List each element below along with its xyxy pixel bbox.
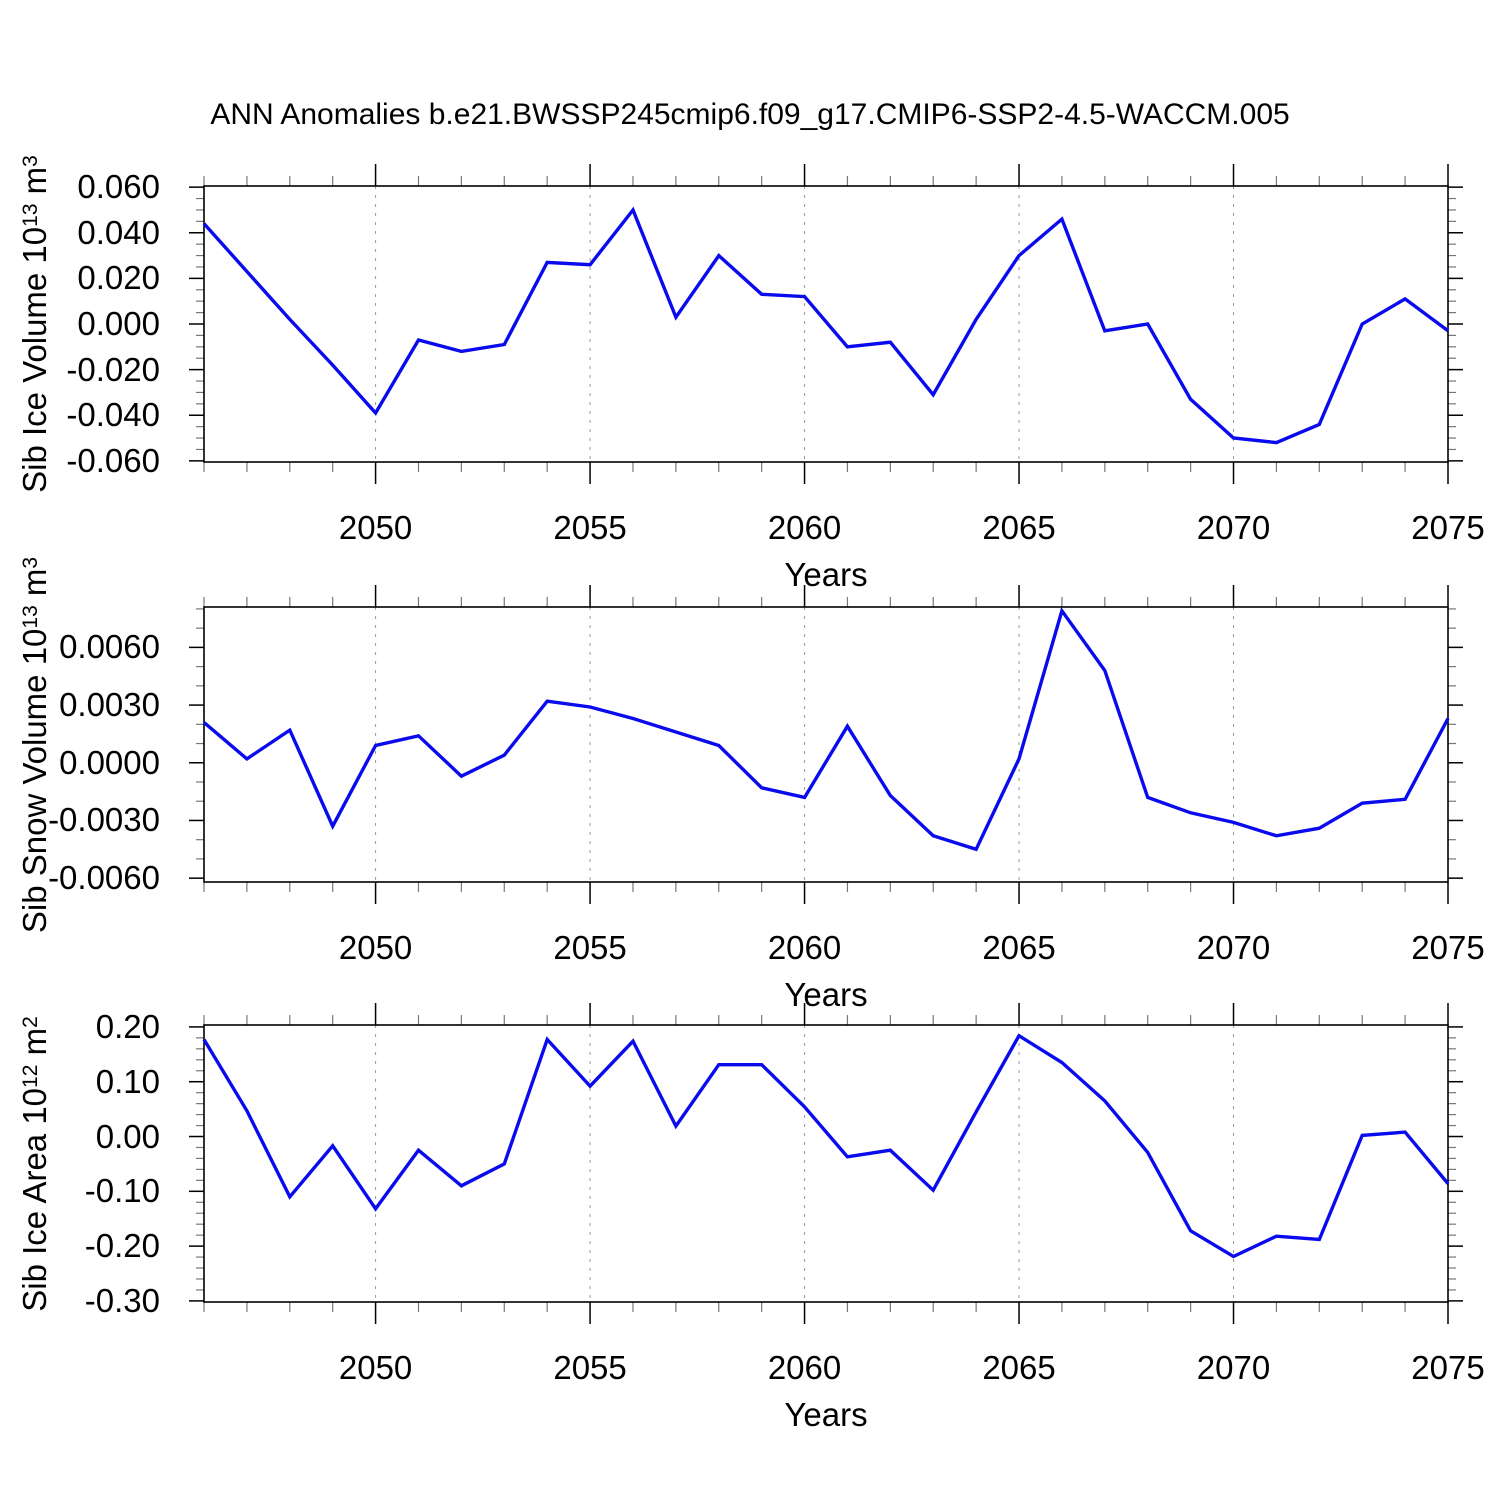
x-tick-label: 2060 (767, 1349, 842, 1386)
y-tick-label: -0.060 (66, 441, 160, 479)
x-tick-label: 2070 (1196, 929, 1271, 966)
y-tick-label: 0.20 (95, 1007, 160, 1045)
y-tick-label: 0.0060 (59, 628, 160, 666)
y-tick-label: 0.0000 (59, 743, 160, 781)
chart-title: ANN Anomalies b.e21.BWSSP245cmip6.f09_g1… (210, 98, 1290, 131)
y-axis-title-exponent: 13 (19, 604, 42, 629)
plot-area (189, 164, 1463, 484)
x-axis-title: Years (784, 976, 868, 1013)
plot-area (189, 585, 1463, 904)
x-tick-label: 2050 (338, 509, 413, 546)
x-tick-label: 2050 (338, 1349, 413, 1386)
x-tick-label: 2070 (1196, 509, 1271, 546)
plot-area (189, 1003, 1463, 1324)
x-tick-label: 2065 (982, 1349, 1056, 1386)
x-tick-label: 2075 (1411, 1349, 1485, 1386)
y-tick-label: 0.00 (95, 1117, 160, 1155)
y-tick-label: -0.020 (66, 350, 160, 388)
y-tick-label: -0.10 (84, 1172, 160, 1210)
x-tick-label: 2060 (767, 929, 842, 966)
y-tick-label: -0.0060 (48, 859, 160, 897)
y-axis-title-ice-area: Sib Ice Area 1012 m2 (16, 1016, 54, 1312)
plot-border (203, 606, 1449, 883)
x-tick-label: 2055 (553, 1349, 627, 1386)
x-tick-label: 2055 (553, 929, 627, 966)
y-tick-label: -0.0030 (48, 801, 160, 839)
y-tick-label: 0.0030 (59, 686, 160, 724)
plot-border (203, 1024, 1449, 1303)
y-tick-label: -0.040 (66, 396, 160, 434)
y-axis-title-unit: m (16, 568, 53, 605)
y-tick-label: 0.040 (77, 213, 160, 251)
y-tick-label: 0.10 (95, 1062, 160, 1100)
y-tick-label: -0.30 (84, 1281, 160, 1319)
x-tick-label: 2050 (338, 929, 413, 966)
y-tick-label: -0.20 (84, 1227, 160, 1265)
y-tick-label: 0.000 (77, 305, 160, 342)
data-line-2 (202, 1033, 1450, 1259)
y-axis-title-unit-exponent: 3 (19, 155, 42, 167)
y-tick-label: 0.020 (77, 259, 160, 297)
x-tick-label: 2065 (982, 929, 1056, 966)
x-tick-label: 2055 (553, 509, 627, 546)
x-tick-label: 2075 (1411, 929, 1485, 966)
data-line-0 (202, 206, 1450, 445)
plot-border (203, 185, 1449, 463)
data-line-1 (202, 606, 1450, 852)
y-tick-label: 0.060 (77, 168, 160, 206)
x-tick-label: 2065 (982, 509, 1056, 546)
x-tick-label: 2070 (1196, 1349, 1271, 1386)
x-axis-title: Years (784, 556, 868, 593)
y-axis-title-unit-exponent: 3 (19, 556, 42, 569)
x-axis-title: Years (784, 1396, 868, 1433)
x-tick-label: 2060 (767, 509, 842, 546)
x-tick-label: 2075 (1411, 509, 1485, 546)
